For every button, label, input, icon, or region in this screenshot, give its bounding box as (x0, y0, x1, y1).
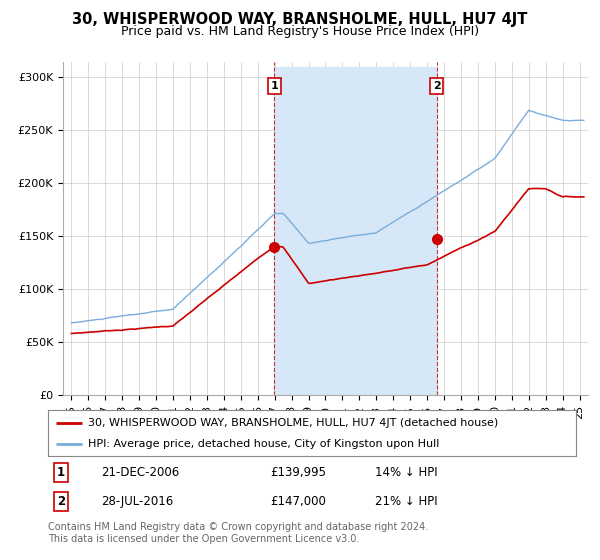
Text: 14% ↓ HPI: 14% ↓ HPI (376, 465, 438, 479)
Text: 30, WHISPERWOOD WAY, BRANSHOLME, HULL, HU7 4JT: 30, WHISPERWOOD WAY, BRANSHOLME, HULL, H… (73, 12, 527, 27)
Text: 28-JUL-2016: 28-JUL-2016 (101, 495, 173, 508)
Text: 2: 2 (433, 81, 440, 91)
Text: 21% ↓ HPI: 21% ↓ HPI (376, 495, 438, 508)
Text: HPI: Average price, detached house, City of Kingston upon Hull: HPI: Average price, detached house, City… (88, 439, 439, 449)
Text: 1: 1 (57, 465, 65, 479)
Text: £139,995: £139,995 (270, 465, 326, 479)
Text: 30, WHISPERWOOD WAY, BRANSHOLME, HULL, HU7 4JT (detached house): 30, WHISPERWOOD WAY, BRANSHOLME, HULL, H… (88, 418, 498, 428)
Text: £147,000: £147,000 (270, 495, 326, 508)
Text: 21-DEC-2006: 21-DEC-2006 (101, 465, 179, 479)
Text: 1: 1 (271, 81, 278, 91)
Text: 2: 2 (57, 495, 65, 508)
Text: Price paid vs. HM Land Registry's House Price Index (HPI): Price paid vs. HM Land Registry's House … (121, 25, 479, 38)
Text: Contains HM Land Registry data © Crown copyright and database right 2024.
This d: Contains HM Land Registry data © Crown c… (48, 522, 428, 544)
